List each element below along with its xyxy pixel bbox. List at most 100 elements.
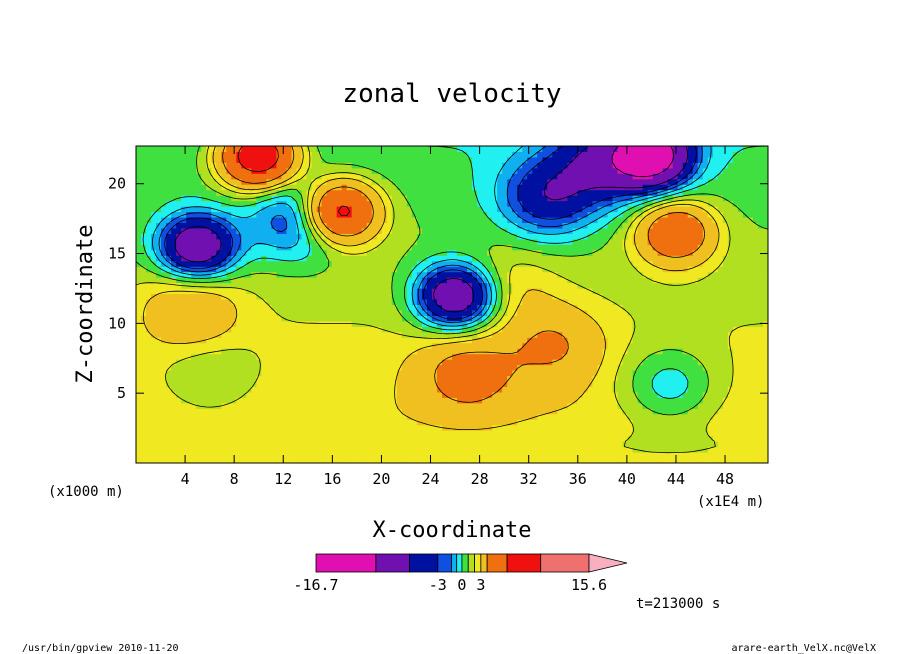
heat-cell bbox=[206, 424, 212, 431]
heat-cell bbox=[281, 326, 287, 333]
heat-cell bbox=[647, 348, 654, 355]
heat-cell bbox=[737, 249, 744, 256]
heat-cell bbox=[396, 315, 403, 322]
heat-cell bbox=[396, 266, 403, 273]
heat-cell bbox=[246, 413, 252, 420]
heat-cell bbox=[747, 353, 754, 360]
heat-cell bbox=[642, 266, 649, 273]
heat-cell bbox=[326, 457, 333, 464]
heat-cell bbox=[416, 408, 423, 415]
heat-cell bbox=[682, 299, 689, 305]
heat-cell bbox=[136, 337, 142, 344]
heat-cell bbox=[331, 266, 338, 273]
heat-cell bbox=[457, 457, 463, 464]
heat-cell bbox=[381, 244, 388, 251]
heat-cell bbox=[552, 435, 558, 442]
heat-cell bbox=[687, 419, 694, 426]
heat-cell bbox=[647, 386, 654, 393]
heat-cell bbox=[181, 293, 187, 300]
heat-cell bbox=[261, 397, 267, 404]
heat-cell bbox=[186, 315, 192, 322]
heat-cell bbox=[652, 299, 659, 305]
heat-cell bbox=[702, 348, 709, 355]
heat-cell bbox=[517, 304, 523, 311]
heat-cell bbox=[527, 419, 533, 426]
heat-cell bbox=[296, 364, 303, 371]
heat-cell bbox=[266, 244, 272, 251]
heat-cell bbox=[201, 348, 207, 355]
heat-cell bbox=[236, 260, 242, 267]
heat-cell bbox=[602, 293, 608, 300]
heat-cell bbox=[191, 331, 197, 338]
heat-cell bbox=[537, 419, 543, 426]
heat-cell bbox=[316, 320, 323, 327]
heat-cell bbox=[271, 452, 277, 459]
heat-cell bbox=[627, 337, 634, 344]
heat-cell bbox=[502, 402, 508, 409]
heat-cell bbox=[662, 326, 669, 333]
heat-cell bbox=[687, 255, 694, 262]
heat-cell bbox=[667, 293, 674, 300]
heat-cell bbox=[401, 424, 408, 431]
heat-cell bbox=[612, 304, 619, 311]
heat-cell bbox=[712, 370, 719, 377]
heat-cell bbox=[156, 260, 162, 267]
heat-cell bbox=[201, 419, 207, 426]
heat-cell bbox=[657, 260, 664, 267]
heat-cell bbox=[321, 424, 328, 431]
heat-cell bbox=[391, 299, 398, 305]
heat-cell bbox=[141, 441, 147, 448]
heat-cell bbox=[742, 331, 749, 338]
heat-cell bbox=[341, 260, 348, 267]
heat-cell bbox=[592, 364, 598, 371]
heat-cell bbox=[191, 249, 197, 256]
heat-cell bbox=[171, 353, 177, 360]
heat-cell bbox=[366, 408, 373, 415]
heat-cell bbox=[176, 293, 182, 300]
heat-cell bbox=[216, 419, 222, 426]
heat-cell bbox=[647, 277, 654, 284]
heat-cell bbox=[637, 304, 644, 311]
heat-cell bbox=[221, 419, 227, 426]
heat-cell bbox=[376, 249, 383, 256]
heat-cell bbox=[316, 271, 323, 278]
heat-cell bbox=[376, 282, 383, 289]
heat-cell bbox=[562, 381, 568, 387]
heat-cell bbox=[662, 364, 669, 371]
heat-cell bbox=[747, 315, 754, 322]
heat-cell bbox=[436, 337, 443, 344]
heat-cell bbox=[186, 337, 192, 344]
heat-cell bbox=[341, 370, 348, 377]
heat-cell bbox=[477, 326, 483, 333]
heat-cell bbox=[722, 293, 729, 300]
heat-cell bbox=[236, 381, 242, 387]
heat-cell bbox=[316, 397, 323, 404]
heat-cell bbox=[492, 342, 498, 349]
heat-cell bbox=[441, 370, 448, 377]
heat-cell bbox=[692, 315, 699, 322]
heat-cell bbox=[336, 375, 343, 382]
heat-cell bbox=[462, 337, 468, 344]
heat-cell bbox=[597, 315, 603, 322]
heat-cell bbox=[226, 342, 232, 349]
heat-cell bbox=[336, 266, 343, 273]
heat-cell bbox=[592, 320, 598, 327]
heat-cell bbox=[391, 249, 398, 256]
heat-cell bbox=[502, 457, 508, 464]
heat-cell bbox=[396, 271, 403, 278]
heat-cell bbox=[371, 419, 378, 426]
heat-cell bbox=[462, 282, 468, 289]
heat-cell bbox=[562, 282, 568, 289]
heat-cell bbox=[191, 293, 197, 300]
heat-cell bbox=[186, 244, 192, 251]
heat-cell bbox=[697, 260, 704, 267]
heat-cell bbox=[597, 424, 603, 431]
heat-cell bbox=[351, 452, 358, 459]
heat-cell bbox=[381, 359, 388, 366]
heat-cell bbox=[592, 359, 598, 366]
heat-cell bbox=[386, 397, 393, 404]
heat-cell bbox=[366, 288, 373, 295]
heat-cell bbox=[487, 402, 493, 409]
heat-cell bbox=[231, 320, 237, 327]
heat-cell bbox=[146, 315, 152, 322]
